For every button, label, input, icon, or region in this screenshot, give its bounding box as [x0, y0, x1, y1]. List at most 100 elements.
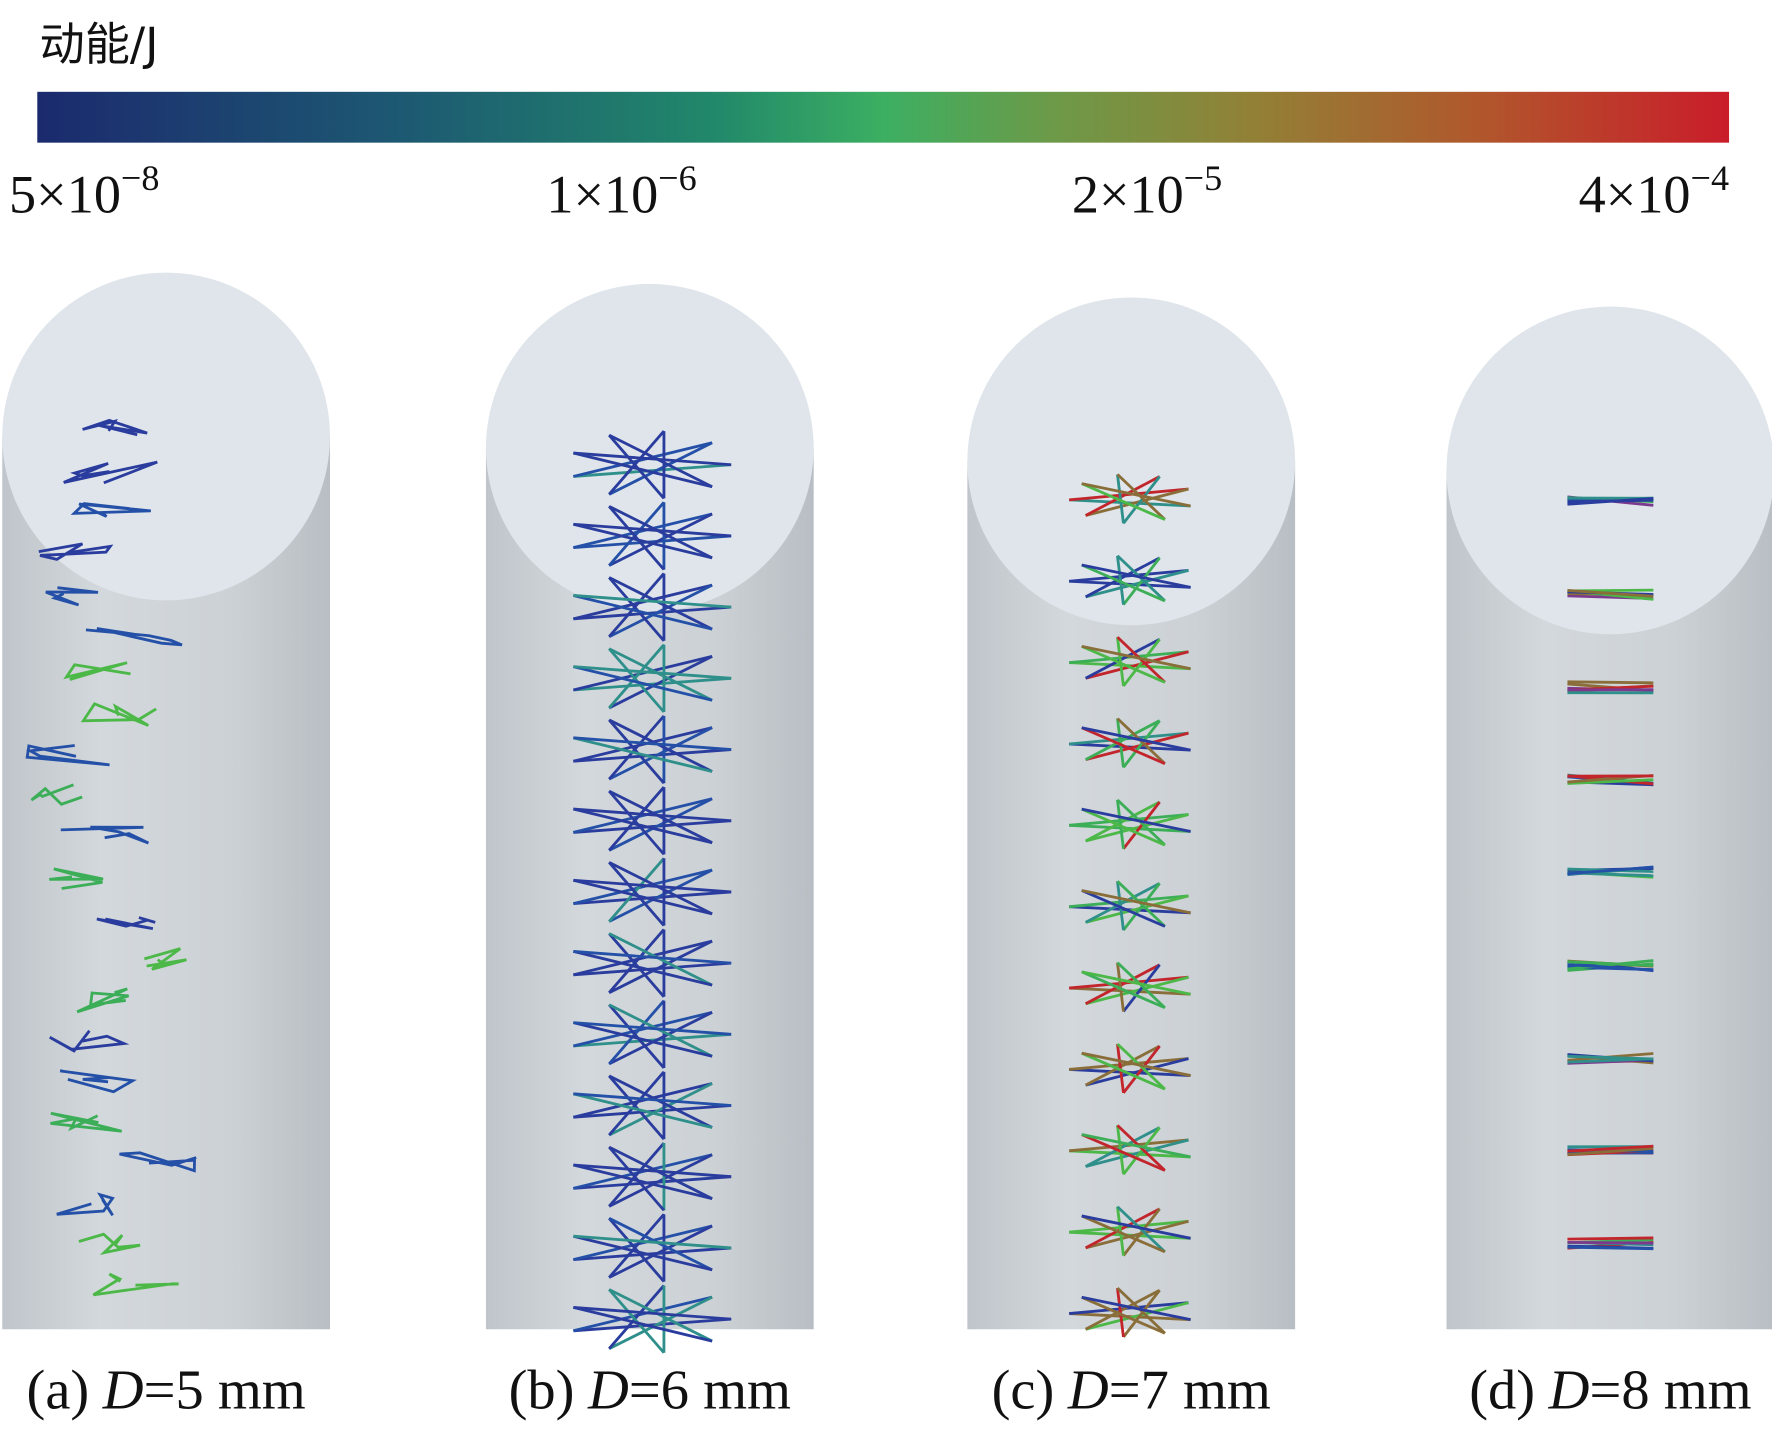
trajectory [573, 665, 713, 702]
trajectory [1084, 1207, 1161, 1250]
tick-exponent: −4 [1691, 158, 1729, 198]
trajectory [1085, 487, 1189, 517]
trajectory [1122, 638, 1161, 687]
trajectory [59, 1069, 137, 1094]
trajectory [30, 783, 83, 806]
trajectory [49, 867, 104, 890]
trajectory [1081, 1295, 1166, 1335]
trajectory [573, 1092, 713, 1129]
colorbar [37, 91, 1730, 143]
panel-variable: D [1548, 1359, 1590, 1421]
trajectory [1084, 638, 1161, 680]
trajectory [573, 1032, 732, 1048]
trajectory [1122, 882, 1161, 932]
panel-caption: (d) D=8 mm [1469, 1359, 1751, 1421]
trajectory [608, 572, 666, 638]
trajectory [1085, 975, 1189, 1006]
trajectory [608, 857, 666, 923]
trajectory [608, 1074, 666, 1141]
trajectory [1084, 800, 1161, 843]
trajectory [573, 807, 732, 823]
trajectory [1085, 1219, 1189, 1250]
trajectory [1122, 1207, 1161, 1257]
panel-variable: D [1067, 1359, 1109, 1421]
trajectory [608, 726, 713, 781]
trajectory [85, 627, 183, 647]
trajectory [573, 676, 732, 692]
trajectory [1081, 889, 1191, 915]
trajectory [608, 719, 666, 785]
tick-exponent: −5 [1184, 158, 1222, 198]
trajectory [1081, 563, 1191, 589]
trajectory [608, 505, 666, 571]
trajectory [1085, 650, 1189, 680]
trajectory [608, 1295, 713, 1350]
trajectory [1567, 778, 1654, 785]
trajectory [1081, 644, 1191, 671]
trajectory [1122, 557, 1161, 606]
trajectory [608, 1146, 666, 1212]
trajectory [1081, 1133, 1191, 1159]
trajectory [56, 1192, 115, 1217]
trajectory [1084, 556, 1161, 599]
trajectory [1085, 1301, 1189, 1331]
trajectory [1081, 807, 1191, 833]
trajectory [1081, 726, 1191, 752]
trajectory [1084, 882, 1161, 924]
trajectory [25, 744, 110, 767]
trajectory [1085, 894, 1189, 924]
trajectory [573, 451, 713, 489]
trajectory [608, 1011, 713, 1066]
trajectory [573, 736, 713, 773]
trajectory [573, 665, 732, 680]
trajectory [70, 502, 151, 518]
trajectory [573, 1306, 732, 1321]
trajectory [573, 1306, 713, 1343]
panel-value: =6 mm [629, 1359, 791, 1421]
trajectory [1122, 475, 1161, 525]
trajectory [608, 655, 713, 710]
trajectory [1085, 1057, 1189, 1087]
trajectory [1085, 813, 1189, 843]
trajectory [573, 878, 713, 916]
trajectory [608, 430, 666, 496]
trajectory [1567, 1146, 1654, 1156]
trajectory [49, 1029, 130, 1053]
trajectory [82, 418, 148, 437]
trajectory [1081, 889, 1166, 928]
trajectory [608, 786, 666, 852]
trajectory [63, 661, 131, 681]
trajectory [608, 1082, 713, 1137]
panel-label: (d) [1469, 1359, 1535, 1421]
trajectories [573, 430, 732, 1354]
trajectory [573, 1104, 732, 1119]
trajectory [1567, 1240, 1654, 1245]
trajectory [1567, 589, 1654, 598]
trajectory [608, 441, 713, 496]
trajectory [573, 522, 713, 560]
tube-end [967, 297, 1296, 626]
trajectory [573, 819, 732, 834]
trajectory [1085, 1138, 1189, 1168]
trajectory [45, 586, 99, 607]
trajectory [608, 999, 666, 1065]
trajectory [608, 790, 666, 856]
panel-value: =7 mm [1109, 1359, 1271, 1421]
trajectory [1084, 963, 1161, 1006]
trajectory [80, 702, 157, 727]
trajectory [1084, 719, 1161, 761]
trajectory [573, 736, 732, 751]
trajectory [573, 950, 732, 965]
trajectory [38, 542, 114, 561]
tick-mantissa: 5×10 [9, 165, 121, 225]
trajectory [92, 1272, 179, 1297]
trajectory [573, 594, 732, 609]
panel-caption: (c) D=7 mm [992, 1359, 1271, 1421]
trajectory [1081, 482, 1191, 508]
trajectory [608, 928, 666, 994]
trajectories [25, 418, 197, 1297]
tick-exponent: −6 [658, 158, 696, 198]
trajectory [78, 1232, 141, 1255]
trajectory [1567, 960, 1654, 967]
